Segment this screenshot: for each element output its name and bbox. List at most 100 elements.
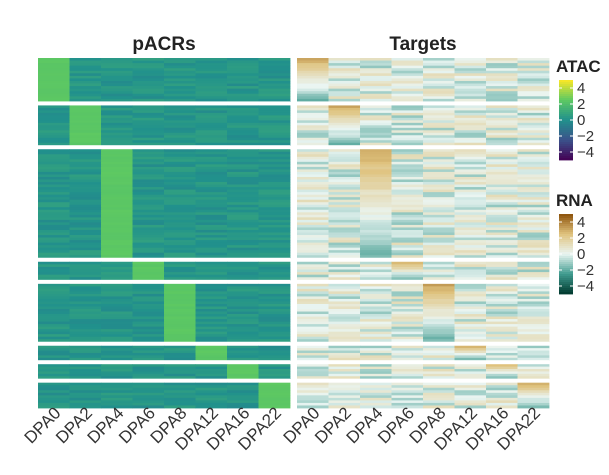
heatmap-cell [69, 166, 102, 170]
heatmap-cell [454, 357, 487, 361]
heatmap-cell [486, 142, 518, 146]
heatmap-cell [423, 352, 455, 356]
heatmap-cell [423, 164, 455, 168]
legend-title: RNA [556, 191, 593, 210]
heatmap-cell [69, 142, 102, 146]
heatmap-cell [391, 400, 424, 404]
heatmap-cell [101, 151, 133, 155]
heatmap-cell [101, 194, 133, 198]
heatmap-cell [454, 352, 487, 356]
heatmap-cell [454, 212, 487, 216]
heatmap-cell [297, 357, 329, 361]
heatmap-cell [195, 219, 228, 223]
heatmap-cell [69, 184, 102, 188]
heatmap-cell [164, 58, 196, 61]
heatmap-cell [132, 250, 165, 254]
heatmap-cell [454, 207, 487, 211]
heatmap-cell [297, 192, 329, 196]
heatmap-cell [391, 364, 424, 368]
heatmap-cell [454, 68, 487, 72]
heatmap-cell [38, 264, 70, 268]
heatmap-cell [227, 219, 259, 223]
heatmap-cell [454, 169, 487, 173]
heatmap-cell [227, 245, 259, 249]
heatmap-cell [328, 182, 361, 185]
heatmap-cell [38, 70, 70, 74]
heatmap-cell [454, 324, 487, 328]
heatmap-cell [486, 224, 518, 228]
heatmap-cell [360, 264, 392, 268]
heatmap-cell [328, 115, 361, 119]
heatmap-cell [69, 402, 102, 406]
heatmap-cell [101, 140, 133, 144]
heatmap-cell [164, 303, 196, 307]
heatmap-cell [297, 96, 329, 100]
heatmap-cell [391, 182, 424, 185]
heatmap-cell [454, 283, 487, 287]
heatmap-cell [328, 212, 361, 216]
heatmap-cell [391, 316, 424, 320]
heatmap-cell [195, 274, 228, 278]
heatmap-cell [69, 352, 102, 356]
heatmap-cell [164, 400, 196, 404]
heatmap-cell [486, 232, 518, 236]
heatmap-cell [101, 331, 133, 335]
heatmap-cell [101, 96, 133, 100]
heatmap-cell [227, 385, 259, 389]
heatmap-cell [227, 142, 259, 146]
heatmap-cell [38, 296, 70, 300]
heatmap-cell [391, 117, 424, 121]
heatmap-cell [517, 98, 550, 102]
heatmap-cell [227, 316, 259, 320]
heatmap-cell [164, 86, 196, 90]
heatmap-cell [38, 142, 70, 146]
heatmap-cell [227, 151, 259, 155]
heatmap-cell [258, 373, 291, 377]
heatmap-cell [132, 348, 165, 351]
heatmap-cell [69, 366, 102, 370]
heatmap-cell [258, 179, 291, 183]
heatmap-cell [227, 274, 259, 278]
heatmap-cell [328, 222, 361, 226]
heatmap-cell [328, 224, 361, 228]
heatmap-cell [328, 209, 361, 213]
heatmap-cell [69, 65, 102, 69]
heatmap-cell [38, 63, 70, 67]
heatmap-cell [391, 171, 424, 175]
heatmap-cell [517, 319, 550, 322]
heatmap-cell [101, 229, 133, 233]
heatmap-cell [517, 189, 550, 193]
heatmap-cell [517, 179, 550, 183]
heatmap-cell [486, 252, 518, 256]
heatmap-cell [454, 326, 487, 330]
heatmap-cell [69, 107, 102, 111]
heatmap-cell [258, 369, 291, 372]
heatmap-cell [258, 301, 291, 305]
heatmap-cell [486, 122, 518, 126]
heatmap-cell [38, 303, 70, 307]
heatmap-cell [101, 288, 133, 292]
heatmap-cell [517, 63, 550, 67]
heatmap-cell [69, 314, 102, 317]
heatmap-cell [101, 324, 133, 328]
heatmap-cell [132, 350, 165, 354]
heatmap-cell [38, 397, 70, 401]
heatmap-cell [454, 227, 487, 231]
heatmap-cell [391, 219, 424, 223]
heatmap-cell [297, 400, 329, 404]
heatmap-cell [486, 352, 518, 356]
heatmap-cell [297, 288, 329, 292]
heatmap-cell [38, 371, 70, 375]
heatmap-cell [69, 207, 102, 211]
heatmap-cell [164, 350, 196, 354]
heatmap-cell [132, 272, 165, 276]
heatmap-cell [38, 339, 70, 343]
heatmap-cell [69, 390, 102, 394]
heatmap-cell [195, 240, 228, 243]
heatmap-cell [132, 154, 165, 158]
heatmap-cell [227, 303, 259, 307]
heatmap-cell [517, 283, 550, 287]
heatmap-cell [517, 326, 550, 330]
heatmap-cell [454, 115, 487, 119]
heatmap-cell [454, 189, 487, 193]
